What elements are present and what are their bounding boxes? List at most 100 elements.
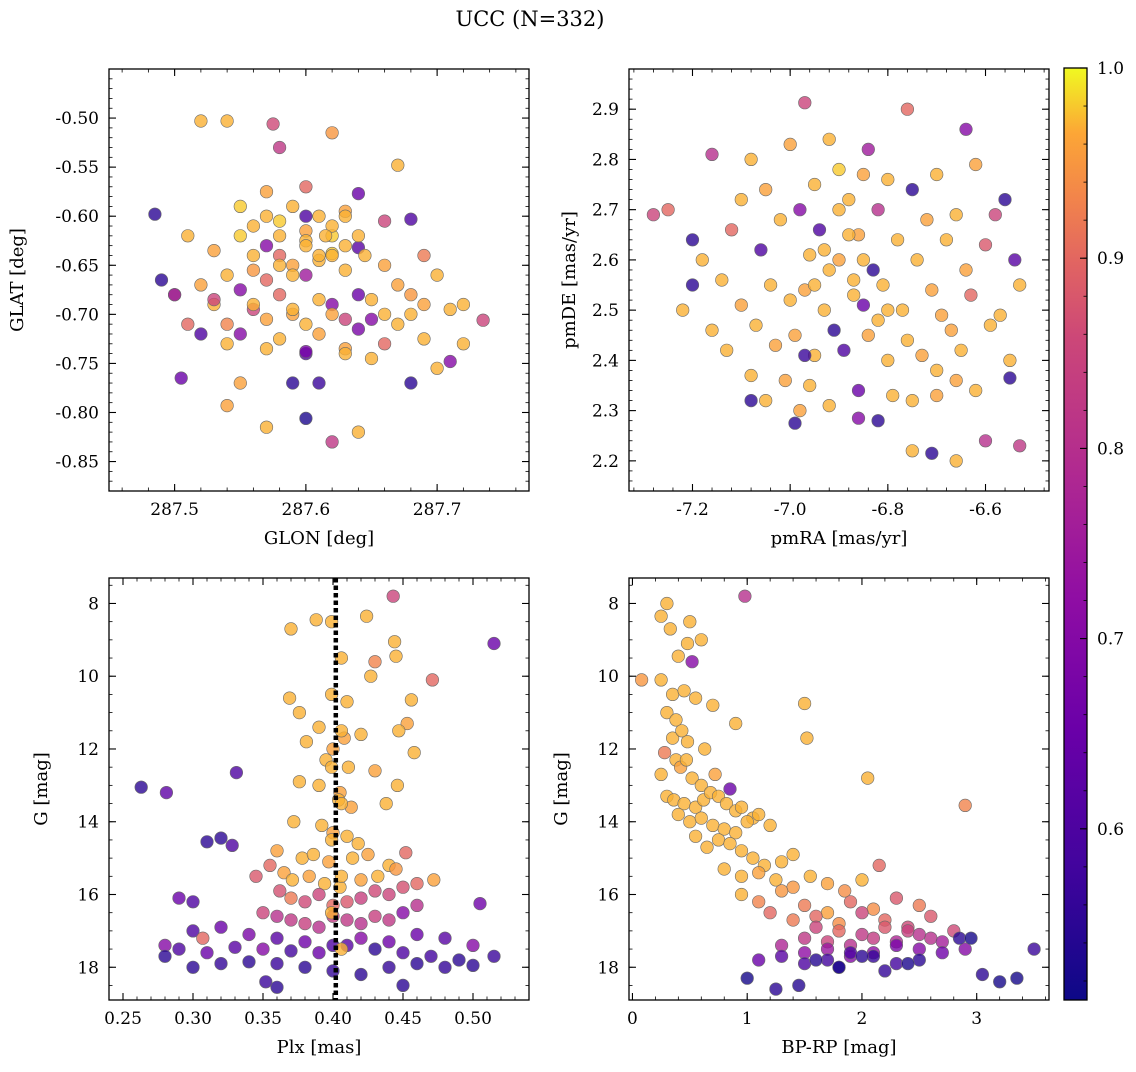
- data-point: [242, 927, 256, 942]
- data-point: [417, 332, 431, 346]
- data-point: [734, 869, 749, 883]
- data-point: [354, 931, 368, 945]
- data-point: [683, 615, 697, 629]
- y-tick-label: -0.75: [55, 354, 99, 374]
- data-point: [259, 975, 273, 989]
- panel-2: -7.2 -7.0 -6.8 -6.6 2.2 2.3 2.4 2.5 2.6 2.7 2.8 2.9…: [559, 68, 1050, 549]
- data-point: [233, 376, 247, 390]
- data-point: [388, 635, 402, 649]
- data-point: [876, 278, 890, 292]
- data-point: [456, 297, 471, 312]
- y-tick-label: -0.85: [55, 453, 99, 473]
- data-point: [774, 884, 789, 898]
- data-point: [905, 183, 919, 197]
- data-point: [410, 876, 424, 891]
- data-point: [842, 228, 856, 242]
- data-point: [786, 847, 800, 862]
- data-point: [364, 669, 378, 683]
- data-point: [256, 906, 270, 920]
- data-point: [259, 239, 274, 253]
- data-point: [159, 785, 173, 800]
- data-point: [669, 713, 683, 727]
- data-point: [812, 223, 827, 237]
- data-point: [677, 684, 691, 698]
- data-point: [797, 696, 812, 711]
- colorbar-tick-label: 0.7: [1097, 630, 1124, 650]
- data-point: [905, 394, 919, 408]
- data-point: [299, 180, 313, 194]
- data-point: [312, 327, 326, 341]
- data-point: [259, 312, 274, 326]
- y-tick-label: 18: [77, 958, 99, 978]
- data-point: [788, 328, 802, 342]
- data-point: [978, 434, 993, 448]
- data-point: [354, 967, 368, 982]
- data-point: [456, 337, 471, 351]
- data-point: [851, 383, 866, 398]
- data-point: [322, 855, 336, 869]
- data-point: [259, 209, 274, 223]
- colorbar-tick-label: 1.0: [1097, 59, 1124, 79]
- data-point: [396, 946, 410, 960]
- data-point: [298, 916, 312, 931]
- data-point: [194, 114, 208, 128]
- data-point: [340, 913, 354, 927]
- data-point: [978, 238, 993, 252]
- data-point: [734, 844, 749, 858]
- data-point: [325, 219, 339, 233]
- data-point: [856, 253, 871, 267]
- data-point: [207, 244, 221, 258]
- data-point: [759, 394, 773, 408]
- data-point: [763, 906, 777, 920]
- data-point: [392, 724, 406, 738]
- data-point: [364, 293, 379, 307]
- data-point: [473, 896, 487, 911]
- data-point: [368, 655, 382, 669]
- x-tick-label: -6.8: [871, 500, 904, 520]
- data-point: [312, 946, 326, 960]
- data-point: [752, 866, 766, 880]
- data-point: [382, 913, 396, 927]
- data-point: [889, 956, 904, 971]
- data-point: [734, 298, 748, 312]
- scatter-points: [634, 589, 1041, 996]
- data-point: [354, 873, 368, 887]
- data-point: [671, 807, 685, 822]
- y-tick-label: -0.55: [55, 158, 99, 178]
- data-point: [368, 884, 382, 898]
- data-point: [181, 229, 195, 243]
- data-point: [671, 649, 685, 663]
- data-point: [924, 931, 938, 945]
- data-point: [1027, 942, 1041, 956]
- data-point: [318, 876, 332, 891]
- data-point: [993, 308, 1007, 322]
- data-point: [749, 318, 763, 332]
- data-point: [154, 273, 169, 287]
- data-point: [270, 931, 284, 945]
- data-point: [729, 826, 743, 840]
- data-point: [273, 288, 287, 302]
- data-point: [404, 212, 418, 226]
- data-point: [410, 956, 424, 971]
- data-point: [998, 193, 1012, 207]
- data-point: [783, 293, 797, 307]
- scatter-points: [148, 114, 490, 449]
- data-point: [851, 411, 866, 425]
- data-point: [803, 248, 817, 262]
- data-point: [695, 253, 709, 267]
- data-point: [688, 829, 703, 843]
- data-point: [685, 655, 699, 669]
- data-point: [740, 815, 754, 829]
- data-point: [266, 117, 280, 131]
- data-point: [487, 636, 501, 651]
- data-point: [438, 960, 452, 974]
- data-point: [688, 691, 703, 705]
- y-tick-label: 16: [597, 886, 619, 906]
- data-point: [872, 858, 886, 873]
- data-point: [934, 308, 949, 322]
- data-point: [389, 862, 403, 876]
- data-point: [417, 297, 431, 312]
- data-point: [680, 636, 695, 651]
- data-point: [172, 942, 186, 956]
- data-point: [410, 898, 424, 913]
